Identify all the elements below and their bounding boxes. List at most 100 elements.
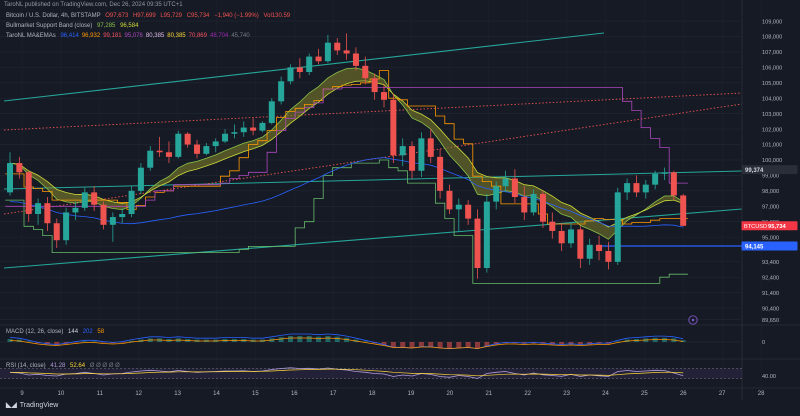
price-tick-label: 104,000 [762, 96, 782, 102]
volume-value: Vol130.59 [263, 13, 291, 19]
support-price-badge-bg [741, 241, 798, 251]
macd-signal-line [9, 337, 684, 349]
macd-histogram-bar [325, 336, 331, 342]
price-tick-label: 97,000 [762, 204, 779, 210]
time-tick-label: 10 [58, 391, 65, 397]
time-tick-label: 25 [641, 391, 648, 397]
macd-value-2: 202 [82, 329, 93, 335]
price-tick-label: 90,400 [762, 306, 779, 312]
last-price-badge-bg [741, 221, 798, 231]
candle-body [128, 190, 135, 214]
candle-body [596, 244, 603, 252]
ma-legend: TaroNL MA&EMAs 96,414 96,932 99,181 95,076 8… [6, 33, 253, 39]
time-tick-label: 17 [330, 391, 337, 397]
candle-body [502, 178, 509, 187]
candle-body [35, 203, 42, 214]
candle-body [427, 138, 434, 157]
tradingview-brand[interactable]: ◣◢ TradingView [6, 401, 58, 410]
candle-body [268, 101, 275, 123]
macd-histogram-bar [82, 341, 88, 342]
candle-body [259, 122, 266, 131]
rsi-value-1: 41.28 [50, 363, 66, 369]
time-tick-label: 28 [758, 391, 765, 397]
candle-body [222, 133, 229, 142]
candle-body [91, 192, 98, 205]
macd-legend-label: MACD (12, 26, close) [6, 329, 64, 335]
donchian-mid-line [5, 87, 688, 207]
candle-body [418, 138, 425, 171]
ma-value-3: 99,181 [103, 33, 122, 39]
donchian-low-line [5, 159, 688, 284]
price-tick-label: 108,000 [762, 35, 782, 41]
step-moving-averages [5, 70, 688, 284]
horizontal-support-line [3, 170, 743, 190]
macd-histogram-bar [400, 342, 406, 348]
price-tick-label: 106,000 [762, 66, 782, 72]
candle-body [568, 229, 574, 244]
time-tick-label: 11 [97, 391, 104, 397]
rsi-pane: 40.00 [0, 358, 800, 380]
ma-value-8: 48,704 [209, 33, 229, 39]
baseline-line [5, 70, 688, 225]
ma-value-6: 80,385 [167, 33, 186, 39]
candle-body [558, 230, 565, 244]
candle-body [306, 56, 313, 73]
time-axis: 9 10 11 12 13 14 15 16 17 18 19 20 21 22 23 24 25 26 27 28 [0, 387, 800, 397]
macd-histogram-bar [390, 342, 396, 348]
macd-histogram-bar [334, 336, 340, 342]
macd-pane: 0 [0, 324, 800, 350]
candle-body [212, 141, 219, 147]
candle-body [109, 217, 116, 225]
macd-histogram-bar [568, 342, 574, 345]
upper-channel-line [3, 32, 605, 102]
instrument-legend: Bitcoin / U.S. Dollar, 4h, BITSTAMP O97,… [6, 13, 293, 19]
red-dotted-trendline-upper [3, 92, 743, 131]
macd-histogram-bar [297, 336, 303, 342]
macd-histogram-bar [456, 342, 462, 348]
publisher-line: TaroNL published on TradingView.com, Dec… [4, 2, 183, 8]
candle-body [343, 50, 350, 54]
candle-body [474, 218, 481, 268]
replay-icon[interactable] [688, 315, 698, 325]
time-tick-label: 18 [369, 391, 376, 397]
candle-body [231, 132, 238, 134]
candle-body [240, 127, 247, 133]
macd-histogram-bar [559, 342, 565, 345]
rsi-tick-label: 40.00 [762, 374, 776, 380]
price-tick-label: 91,400 [762, 291, 779, 297]
band-value-1: 97,285 [97, 23, 116, 29]
price-tick-label: 109,000 [762, 19, 782, 25]
macd-histogram-bar [418, 342, 424, 347]
candle-body [493, 186, 500, 202]
time-tick-label: 16 [291, 391, 298, 397]
macd-histogram-bar [26, 341, 32, 342]
current-price-badge-bg [741, 165, 798, 175]
price-tick-label: 102,000 [762, 127, 782, 133]
time-tick-label: 19 [408, 391, 415, 397]
candlestick-series [7, 33, 687, 279]
candle-body [287, 67, 294, 82]
price-tick-label: 99,000 [762, 174, 779, 180]
price-tick-label: 89,650 [762, 318, 779, 324]
candle-body [16, 163, 23, 173]
time-tick-label: 22 [524, 391, 531, 397]
candle-body [539, 193, 546, 222]
candle-body [455, 204, 462, 210]
macd-value-1: 144 [68, 329, 79, 335]
candle-body [250, 127, 257, 131]
macd-histogram-bar [381, 342, 387, 345]
macd-histogram-bar [437, 342, 443, 348]
candle-body [175, 133, 182, 157]
candle-body [63, 212, 70, 241]
macd-histogram-bar [91, 341, 97, 342]
candle-body [194, 144, 200, 154]
candle-body [446, 190, 453, 210]
ma-value-1: 96,414 [60, 33, 79, 39]
candle-body [390, 99, 397, 156]
ohlc-open: O97,673 [105, 13, 129, 19]
macd-line [9, 333, 684, 350]
macd-zero-tick: 0 [762, 340, 765, 346]
macd-histogram-bar [484, 342, 490, 347]
candle-body [324, 42, 331, 62]
